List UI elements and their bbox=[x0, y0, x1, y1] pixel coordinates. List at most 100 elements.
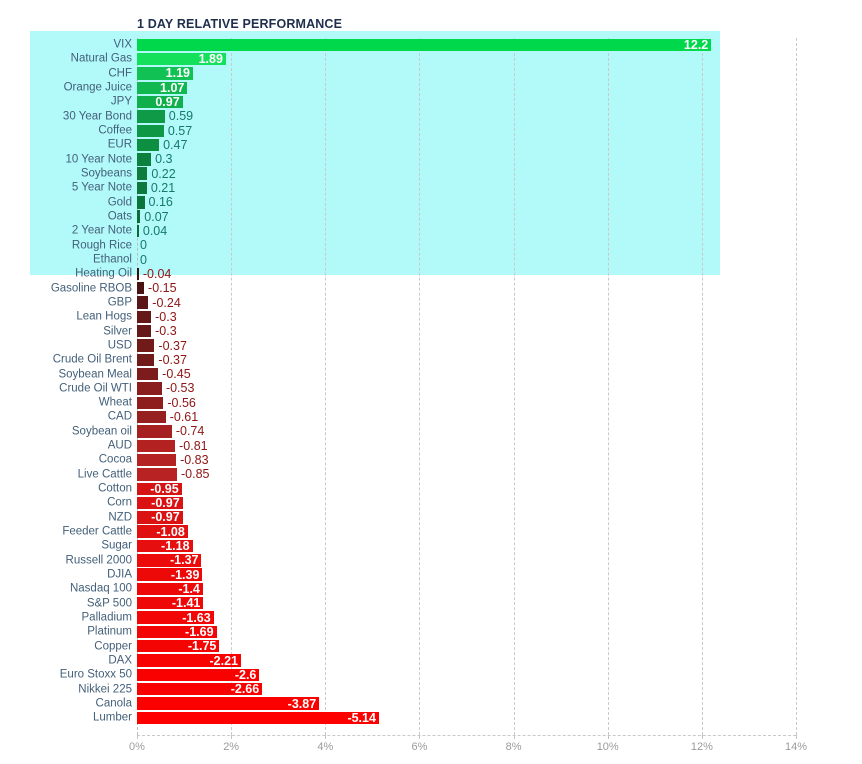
bar-value-label: -2.6 bbox=[234, 667, 257, 682]
bar[interactable]: -0.37 bbox=[137, 339, 187, 352]
bar[interactable]: -0.97 bbox=[137, 497, 183, 510]
bar[interactable]: 1.89 bbox=[137, 53, 226, 66]
category-label: Crude Oil Brent bbox=[52, 353, 132, 366]
bar[interactable]: -0.15 bbox=[137, 282, 177, 295]
bar[interactable]: -2.6 bbox=[137, 667, 260, 682]
bar[interactable]: -1.08 bbox=[137, 524, 188, 539]
category-label: 30 Year Bond bbox=[62, 109, 132, 122]
x-tick-mark bbox=[419, 735, 421, 739]
chart-row: Euro Stoxx 50 -2.6 bbox=[60, 667, 796, 682]
plot-area: 0% 2% 4% 6% 8% 10% 12% 14% VIX 12.2 Natural Gas 1.8… bbox=[51, 37, 807, 753]
bar[interactable]: -5.14 bbox=[137, 710, 379, 725]
bar[interactable]: -3.87 bbox=[137, 697, 320, 710]
bar-value-label: 12.2 bbox=[683, 37, 709, 52]
bar[interactable]: -1.69 bbox=[137, 626, 217, 639]
x-axis-tick-label: 4% bbox=[317, 741, 334, 753]
bar[interactable]: -0.53 bbox=[137, 382, 194, 395]
bar[interactable]: -0.85 bbox=[137, 468, 210, 481]
bar[interactable]: -2.21 bbox=[137, 654, 242, 667]
bar[interactable]: -1.4 bbox=[137, 583, 203, 596]
chart-row: CAD -0.61 bbox=[108, 410, 796, 424]
bar[interactable]: -0.81 bbox=[137, 439, 208, 452]
category-label: Euro Stoxx 50 bbox=[59, 668, 132, 681]
bar[interactable]: 0.07 bbox=[137, 210, 169, 223]
bar-value-label: -5.14 bbox=[347, 710, 376, 725]
chart-row: Soybean Meal -0.45 bbox=[58, 367, 796, 381]
chart-row: S&P 500 -1.41 bbox=[87, 596, 796, 610]
bar[interactable]: 0.59 bbox=[137, 110, 193, 123]
chart-row: Orange Juice 1.07 bbox=[64, 80, 796, 95]
chart-row: Cocoa -0.83 bbox=[99, 453, 796, 467]
category-label: Copper bbox=[94, 639, 132, 652]
category-label: Soybeans bbox=[80, 167, 132, 180]
bar[interactable]: -0.04 bbox=[137, 268, 171, 281]
chart-row: 5 Year Note 0.21 bbox=[72, 181, 796, 195]
category-label: Nasdaq 100 bbox=[69, 582, 132, 595]
bar-value-label: -0.74 bbox=[175, 424, 205, 439]
bar-value-label: -1.63 bbox=[182, 610, 211, 625]
chart-row: Soybeans 0.22 bbox=[81, 167, 796, 181]
bar[interactable]: -1.75 bbox=[137, 638, 220, 653]
category-label: Soybean Meal bbox=[58, 367, 132, 380]
chart-row: Sugar -1.18 bbox=[101, 539, 796, 553]
bar-value-label: -0.83 bbox=[180, 452, 209, 467]
bar-value-label: 1.07 bbox=[160, 80, 185, 95]
bar[interactable]: 0.97 bbox=[137, 96, 183, 109]
bar[interactable]: 0.3 bbox=[137, 153, 173, 166]
bar-value-label: -0.24 bbox=[152, 295, 181, 310]
bar-value-label: -1.08 bbox=[156, 524, 185, 539]
bar-value-label: 0.57 bbox=[167, 123, 193, 138]
chart-row: Wheat -0.56 bbox=[99, 396, 796, 410]
bar[interactable]: 0.47 bbox=[137, 139, 187, 152]
category-label: EUR bbox=[107, 138, 132, 151]
bar-value-label: 0.07 bbox=[144, 209, 169, 224]
gridline bbox=[607, 38, 609, 735]
category-label: Live Cattle bbox=[77, 467, 132, 480]
bar-value-label: 0.59 bbox=[168, 109, 194, 124]
bar-value-label: 0.04 bbox=[142, 223, 168, 238]
bar[interactable]: 0.04 bbox=[137, 225, 167, 238]
category-label: USD bbox=[107, 339, 132, 352]
bar[interactable]: -0.74 bbox=[137, 425, 204, 438]
bar[interactable]: -0.24 bbox=[137, 296, 181, 309]
bar[interactable]: 1.07 bbox=[137, 80, 188, 95]
bar-value-label: 0.21 bbox=[150, 180, 176, 195]
bar[interactable]: 0.57 bbox=[137, 124, 192, 137]
bar[interactable]: 0.22 bbox=[137, 167, 176, 180]
bar[interactable]: 1.19 bbox=[137, 67, 193, 80]
category-label: Heating Oil bbox=[75, 267, 132, 280]
bar[interactable]: 0.16 bbox=[137, 196, 173, 209]
bar[interactable]: -0.56 bbox=[137, 397, 196, 409]
chart-row: Feeder Cattle -1.08 bbox=[62, 524, 796, 539]
bar[interactable]: -0.37 bbox=[137, 354, 187, 367]
x-axis-tick-label: 10% bbox=[596, 741, 619, 753]
x-axis-tick-label: 8% bbox=[505, 741, 522, 753]
chart-row: DJIA -1.39 bbox=[107, 568, 796, 582]
chart-row: Canola -3.87 bbox=[96, 697, 796, 711]
bar-value-label: -1.75 bbox=[187, 638, 217, 653]
bar[interactable]: -1.39 bbox=[137, 568, 203, 581]
bar-value-label: -0.37 bbox=[158, 352, 187, 367]
bar[interactable]: -1.37 bbox=[137, 554, 202, 567]
bar[interactable]: 12.2 bbox=[137, 37, 712, 52]
bar[interactable]: -1.18 bbox=[137, 540, 193, 553]
bar[interactable]: -1.41 bbox=[137, 597, 204, 610]
bar[interactable]: -2.66 bbox=[137, 683, 263, 696]
bar[interactable]: -0.45 bbox=[137, 368, 191, 381]
bar[interactable]: -1.63 bbox=[137, 610, 214, 625]
bar[interactable]: -0.97 bbox=[137, 511, 183, 524]
bar[interactable]: 0.21 bbox=[137, 182, 175, 195]
category-label: S&P 500 bbox=[86, 596, 132, 609]
bar-value-label: 0.22 bbox=[151, 166, 176, 181]
category-label: Gold bbox=[107, 195, 132, 208]
bar[interactable]: -0.83 bbox=[137, 454, 209, 467]
bar[interactable]: -0.3 bbox=[137, 311, 177, 324]
chart-row: Platinum -1.69 bbox=[87, 625, 796, 639]
bar[interactable]: -0.95 bbox=[137, 482, 182, 495]
bar-value-label: -0.04 bbox=[142, 266, 172, 281]
category-label: Platinum bbox=[87, 625, 132, 638]
bar[interactable]: -0.3 bbox=[137, 325, 177, 338]
category-label: DAX bbox=[108, 654, 132, 667]
bar[interactable]: -0.61 bbox=[137, 411, 198, 424]
category-label: VIX bbox=[113, 38, 132, 51]
